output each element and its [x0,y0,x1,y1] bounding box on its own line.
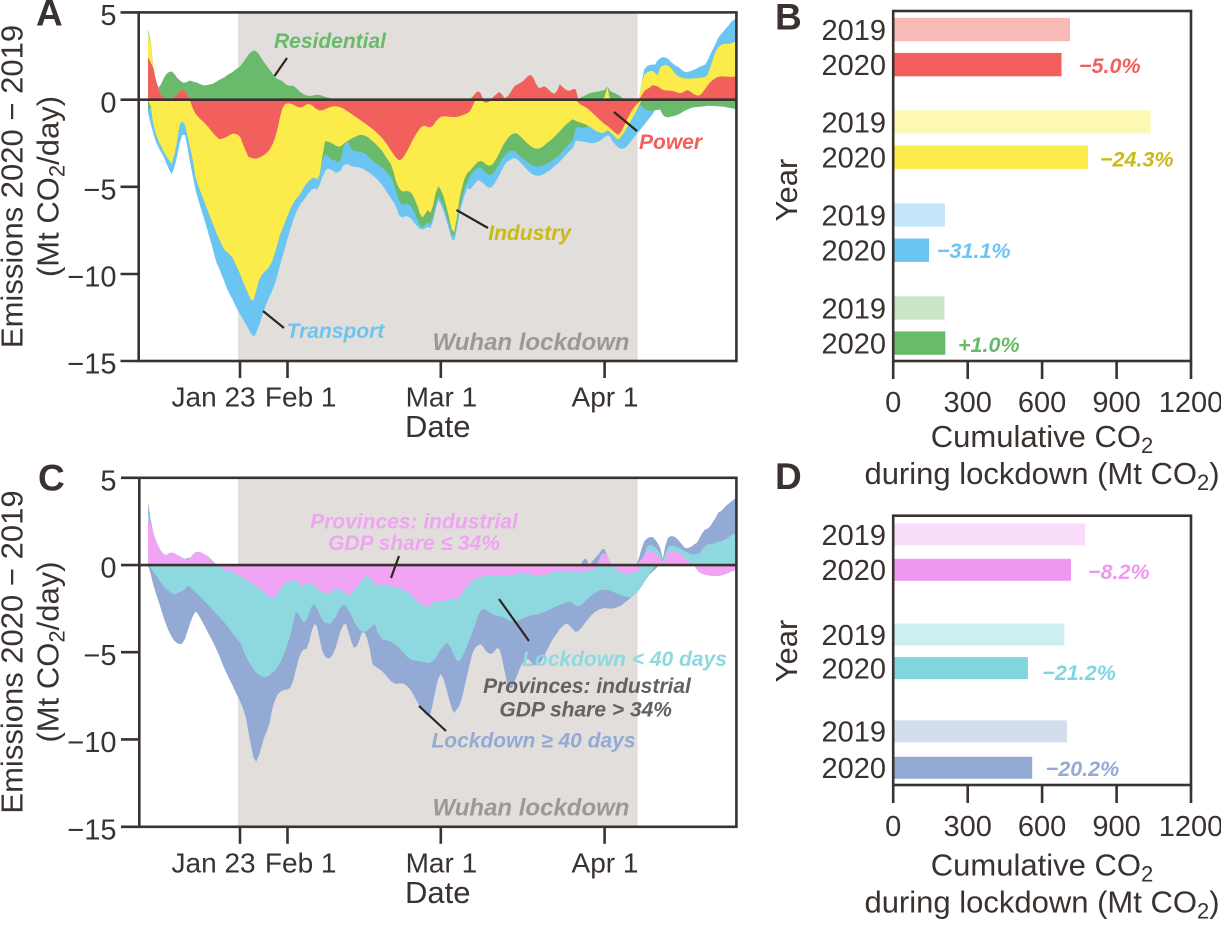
svg-text:2020: 2020 [821,555,886,587]
svg-text:GDP share ≤ 34%: GDP share ≤ 34% [328,532,500,555]
svg-text:Provinces: industrial: Provinces: industrial [483,675,692,698]
svg-text:2019: 2019 [821,293,886,325]
svg-text:Lockdown < 40 days: Lockdown < 40 days [522,648,727,671]
svg-text:−31.1%: −31.1% [937,239,1011,263]
svg-text:2020: 2020 [821,50,886,82]
svg-text:2019: 2019 [821,107,886,139]
svg-text:900: 900 [1092,387,1140,419]
svg-text:−10: −10 [67,727,116,759]
svg-text:300: 300 [944,811,992,843]
svg-text:Industry: Industry [488,222,572,245]
svg-text:Apr 1: Apr 1 [572,382,639,413]
svg-text:2020: 2020 [821,236,886,268]
svg-text:Mar 1: Mar 1 [406,847,478,878]
svg-text:0: 0 [885,387,901,419]
svg-text:2020: 2020 [821,753,886,785]
svg-text:2020: 2020 [821,328,886,360]
svg-text:−21.2%: −21.2% [1042,661,1116,685]
svg-text:Feb 1: Feb 1 [265,382,337,413]
svg-text:Emissions 2020 − 2019: Emissions 2020 − 2019 [0,25,30,348]
svg-text:A: A [36,0,63,34]
svg-text:Cumulative CO2: Cumulative CO2 [931,848,1153,887]
svg-text:0: 0 [100,87,116,119]
svg-text:−8.2%: −8.2% [1088,560,1150,584]
svg-text:1200: 1200 [1159,811,1221,843]
svg-text:−5: −5 [83,640,116,672]
svg-text:5: 5 [100,0,116,32]
svg-text:Cumulative CO2: Cumulative CO2 [931,419,1153,458]
svg-text:Jan 23: Jan 23 [172,382,256,413]
svg-text:during lockdown (Mt CO2): during lockdown (Mt CO2) [864,885,1219,921]
svg-text:600: 600 [1018,811,1066,843]
svg-text:Emissions 2020 − 2019: Emissions 2020 − 2019 [0,490,30,813]
svg-text:−5.0%: −5.0% [1079,54,1141,78]
svg-text:−24.3%: −24.3% [1100,147,1174,171]
svg-text:Power: Power [639,131,704,154]
svg-text:(Mt CO2/day): (Mt CO2/day) [31,561,70,742]
svg-text:Jan 23: Jan 23 [172,847,256,878]
svg-text:0: 0 [885,811,901,843]
svg-text:GDP share > 34%: GDP share > 34% [499,698,672,721]
svg-text:0: 0 [100,553,116,585]
svg-text:2019: 2019 [821,520,886,552]
svg-text:−20.2%: −20.2% [1046,757,1120,781]
svg-text:900: 900 [1092,811,1140,843]
svg-text:B: B [775,0,802,38]
svg-text:−10: −10 [67,262,116,294]
svg-text:600: 600 [1018,387,1066,419]
svg-text:−15: −15 [67,814,116,846]
svg-text:+1.0%: +1.0% [958,333,1020,357]
svg-text:Residential: Residential [274,30,387,53]
svg-text:−5: −5 [83,174,116,206]
svg-text:300: 300 [944,387,992,419]
svg-text:during lockdown (Mt CO2): during lockdown (Mt CO2) [864,456,1219,495]
svg-text:Transport: Transport [287,320,386,343]
svg-text:5: 5 [100,465,116,497]
svg-text:Year: Year [769,159,804,222]
svg-text:Date: Date [405,875,470,910]
svg-text:(Mt CO2/day): (Mt CO2/day) [31,96,70,277]
svg-text:2019: 2019 [821,717,886,749]
svg-text:D: D [775,456,802,497]
svg-text:Lockdown ≥ 40 days: Lockdown ≥ 40 days [431,729,635,752]
svg-text:Apr 1: Apr 1 [572,847,639,878]
svg-text:−15: −15 [67,349,116,381]
svg-text:Provinces: industrial: Provinces: industrial [310,511,519,534]
svg-text:Date: Date [405,409,470,444]
svg-text:Wuhan lockdown: Wuhan lockdown [433,795,630,822]
svg-text:2020: 2020 [821,653,886,685]
svg-text:1200: 1200 [1159,387,1221,419]
svg-text:C: C [38,458,65,499]
svg-text:2019: 2019 [821,15,886,47]
svg-text:Wuhan lockdown: Wuhan lockdown [433,329,630,356]
svg-text:2019: 2019 [821,620,886,652]
svg-text:2020: 2020 [821,143,886,175]
svg-text:Mar 1: Mar 1 [406,382,478,413]
svg-text:2019: 2019 [821,200,886,232]
svg-text:Year: Year [769,620,804,683]
svg-text:Feb 1: Feb 1 [265,847,337,878]
